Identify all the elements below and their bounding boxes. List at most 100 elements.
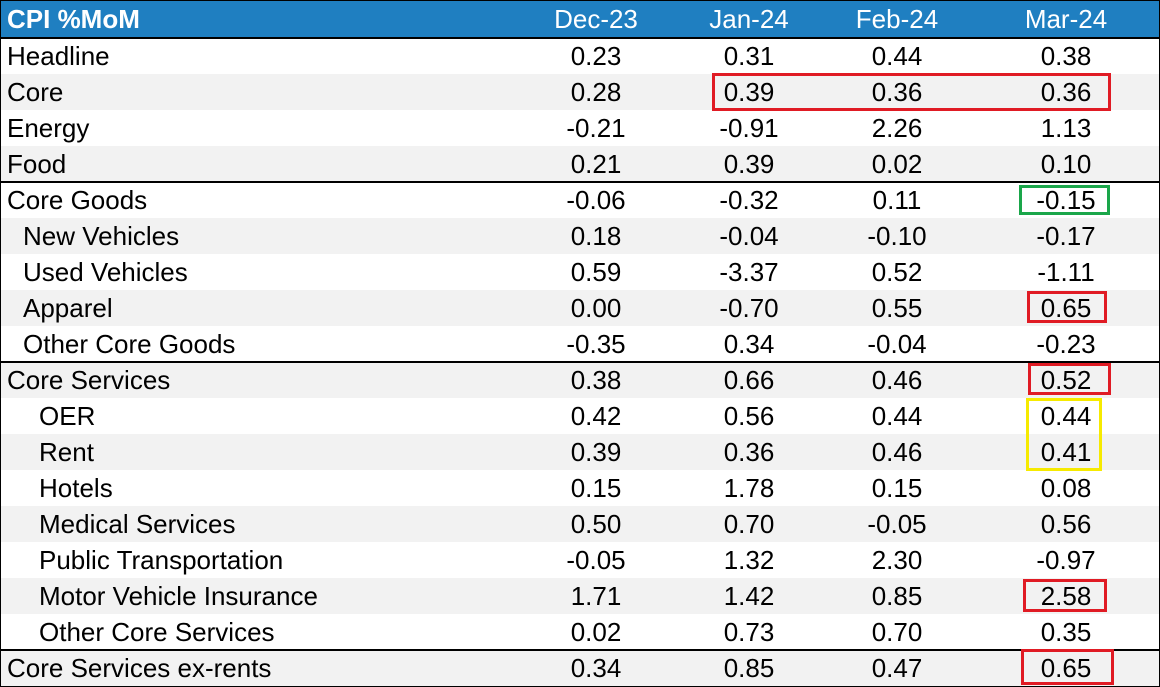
table-cell: -0.06	[566, 185, 626, 215]
table-row-rent: Rent 0.39 0.36 0.46 0.41	[1, 434, 1159, 470]
table-cell: 0.18	[570, 221, 622, 251]
table-cell: 0.44	[871, 401, 923, 431]
table-cell: 0.85	[723, 653, 775, 683]
table-cell: 0.59	[570, 257, 622, 287]
table-cell: 2.58	[1040, 581, 1092, 611]
table-cell: 1.71	[570, 581, 622, 611]
table-cell: 0.39	[723, 77, 775, 107]
table-cell: -0.04	[867, 329, 927, 359]
table-cell: 1.78	[723, 473, 775, 503]
section-divider	[1, 361, 1159, 363]
table-cell: 0.34	[723, 329, 775, 359]
table-row-hotels: Hotels 0.15 1.78 0.15 0.08	[1, 470, 1159, 506]
table-cell: 2.26	[871, 113, 923, 143]
row-label: Public Transportation	[39, 545, 284, 575]
table-cell: 0.73	[723, 617, 775, 647]
table-cell: 0.15	[570, 473, 622, 503]
row-label: Core Goods	[7, 185, 148, 215]
table-cell: 0.28	[570, 77, 622, 107]
table-cell: 0.21	[570, 149, 622, 179]
table-cell: 0.11	[872, 185, 922, 215]
table-cell: -0.05	[867, 509, 927, 539]
section-divider	[1, 37, 1159, 39]
highlight-box-core	[712, 73, 1111, 111]
table-cell: 0.56	[723, 401, 775, 431]
row-label: Other Core Services	[39, 617, 275, 647]
table-cell: 0.41	[1040, 437, 1092, 467]
table-cell: 0.44	[1040, 401, 1092, 431]
row-label: Rent	[39, 437, 94, 467]
table-cell: 0.44	[871, 41, 923, 71]
table-row-headline: Headline 0.23 0.31 0.44 0.38	[1, 38, 1159, 74]
table-row-food: Food 0.21 0.39 0.02 0.10	[1, 146, 1159, 182]
section-divider	[1, 649, 1159, 651]
table-cell: 0.46	[871, 437, 923, 467]
table-cell: -0.91	[719, 113, 779, 143]
column-header-feb-24: Feb-24	[855, 4, 939, 34]
table-cell: 2.30	[871, 545, 923, 575]
table-cell: 0.36	[871, 77, 923, 107]
table-row-public-transportation: Public Transportation -0.05 1.32 2.30 -0…	[1, 542, 1159, 578]
row-label: Headline	[7, 41, 110, 71]
table-row-energy: Energy -0.21 -0.91 2.26 1.13	[1, 110, 1159, 146]
table-cell: 0.39	[723, 149, 775, 179]
table-cell: 1.42	[723, 581, 775, 611]
table-cell: -0.23	[1036, 329, 1096, 359]
highlight-box-apparel-mar	[1027, 291, 1107, 323]
table-title: CPI %MoM	[7, 4, 140, 34]
table-cell: 0.02	[871, 149, 923, 179]
table-cell: 0.38	[1040, 41, 1092, 71]
table-row-motor-vehicle-insurance: Motor Vehicle Insurance 1.71 1.42 0.85 2…	[1, 578, 1159, 614]
table-row-new-vehicles: New Vehicles 0.18 -0.04 -0.10 -0.17	[1, 218, 1159, 254]
column-header-jan-24: Jan-24	[709, 4, 789, 34]
row-label: New Vehicles	[23, 221, 180, 251]
table-cell: 0.39	[570, 437, 622, 467]
table-cell: -0.17	[1036, 221, 1096, 251]
table-cell: -0.70	[719, 293, 779, 323]
table-row-used-vehicles: Used Vehicles 0.59 -3.37 0.52 -1.11	[1, 254, 1159, 290]
table-cell: 0.08	[1040, 473, 1092, 503]
column-header-dec-23: Dec-23	[554, 4, 638, 34]
table-cell: 1.32	[723, 545, 775, 575]
table-cell: 0.23	[570, 41, 622, 71]
table-cell: 0.00	[570, 293, 622, 323]
highlight-box-oer-rent-mar	[1026, 398, 1102, 471]
table-cell: 0.70	[871, 617, 923, 647]
row-label: Medical Services	[39, 509, 236, 539]
table-row-apparel: Apparel 0.00 -0.70 0.55 0.65	[1, 290, 1159, 326]
table-cell: -0.05	[566, 545, 626, 575]
table-cell: -1.11	[1037, 257, 1095, 287]
table-cell: 0.65	[1040, 293, 1092, 323]
table-row-oer: OER 0.42 0.56 0.44 0.44	[1, 398, 1159, 434]
highlight-box-motor-vehicle-insurance-mar	[1023, 579, 1107, 612]
row-label: Core Services ex-rents	[7, 653, 272, 683]
table-cell: 0.10	[1040, 149, 1092, 179]
table-row-core-goods: Core Goods -0.06 -0.32 0.11 -0.15	[1, 182, 1159, 218]
table-cell: -0.04	[719, 221, 779, 251]
column-header-mar-24: Mar-24	[1024, 4, 1108, 34]
table-cell: 0.15	[871, 473, 923, 503]
table-row-medical-services: Medical Services 0.50 0.70 -0.05 0.56	[1, 506, 1159, 542]
table-cell: 0.50	[570, 509, 622, 539]
table-cell: -0.10	[867, 221, 927, 251]
table-cell: 1.13	[1040, 113, 1092, 143]
table-cell: 0.02	[570, 617, 622, 647]
row-label: Used Vehicles	[23, 257, 188, 287]
table-cell: 0.56	[1040, 509, 1092, 539]
row-label: Energy	[7, 113, 90, 143]
table-cell: -0.21	[566, 113, 626, 143]
table-cell: 0.47	[871, 653, 923, 683]
table-cell: -0.35	[566, 329, 626, 359]
row-label: Apparel	[23, 293, 113, 323]
table-header-row: CPI %MoM Dec-23 Jan-24 Feb-24 Mar-24	[1, 1, 1159, 38]
table-cell: 0.52	[1040, 365, 1092, 395]
table-row-core: Core 0.28 0.39 0.36 0.36	[1, 74, 1159, 110]
table-cell: 0.55	[871, 293, 923, 323]
table-cell: 0.36	[1040, 77, 1092, 107]
table-cell: -0.15	[1036, 185, 1096, 215]
row-label: Hotels	[39, 473, 113, 503]
row-label: Other Core Goods	[23, 329, 236, 359]
table-cell: 0.66	[723, 365, 775, 395]
highlight-box-core-goods-mar	[1019, 185, 1110, 215]
